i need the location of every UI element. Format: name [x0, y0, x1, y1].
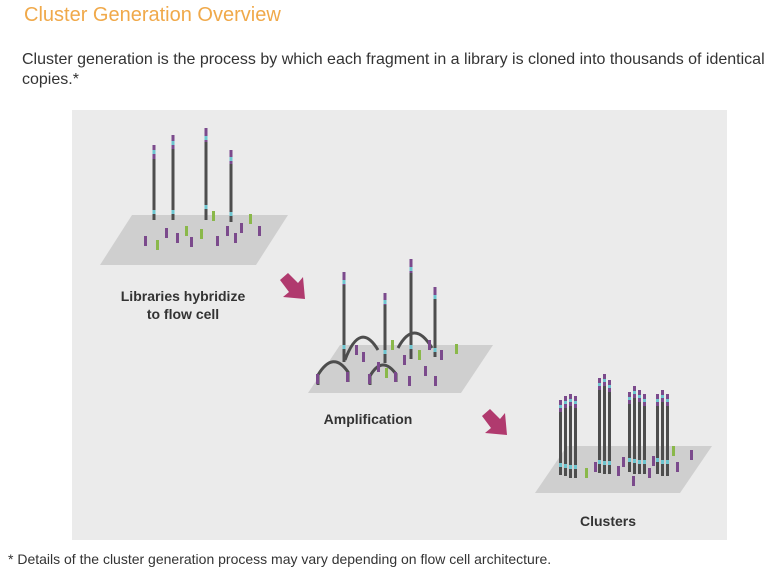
flow-cell-surface-step1 — [100, 215, 288, 265]
step-label-hybridize: Libraries hybridize to flow cell — [108, 287, 258, 323]
surface-oligos-step1 — [144, 211, 261, 250]
cluster-a — [559, 394, 577, 478]
cluster-b — [598, 374, 611, 474]
clusters — [559, 374, 669, 478]
step-label-hybridize-line1: Libraries hybridize — [120, 288, 246, 304]
cluster-c — [628, 386, 646, 474]
surface-oligos-step2 — [316, 340, 458, 386]
cluster-d — [656, 390, 669, 476]
flow-cell-surface-step2 — [308, 345, 493, 393]
step-label-clusters: Clusters — [579, 513, 637, 529]
intro-text: Cluster generation is the process by whi… — [22, 51, 765, 88]
step-arrow-2 — [482, 409, 507, 435]
library-strands — [152, 128, 233, 222]
step-label-hybridize-line2: to flow cell — [146, 306, 220, 322]
step-arrow-1 — [280, 273, 305, 299]
surface-oligos-step3 — [585, 446, 693, 486]
step-label-amplification: Amplification — [323, 411, 413, 427]
footnote: * Details of the cluster generation proc… — [8, 551, 552, 567]
amplification-strands — [342, 259, 437, 363]
page-title: Cluster Generation Overview — [24, 4, 281, 26]
